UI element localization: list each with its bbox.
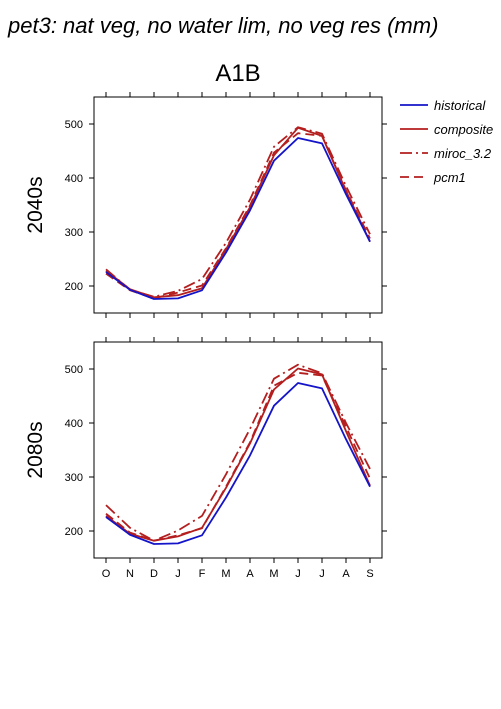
panel-2080s-ylabel: 2080s — [24, 421, 47, 478]
series-line-pcm1 — [105, 371, 371, 542]
y-tick-label: 500 — [65, 364, 83, 376]
x-tick-label: J — [175, 568, 181, 580]
legend-label: pcm1 — [433, 170, 466, 185]
scenario-title: A1B — [215, 60, 260, 87]
panel-2040s-frame — [93, 96, 383, 314]
y-tick-label: 300 — [65, 227, 83, 239]
x-tick-label: J — [319, 568, 325, 580]
x-tick-label: M — [221, 568, 230, 580]
panel-2080s: 2080s 200 300 400 500 — [24, 337, 387, 563]
legend: historical composite miroc_3.2 pcm1 — [400, 98, 493, 185]
x-tick-label: D — [150, 568, 158, 580]
y-tick-label: 200 — [65, 281, 83, 293]
series-line-pcm1 — [105, 132, 371, 300]
x-tick-label: A — [246, 568, 254, 580]
x-tick-label: J — [295, 568, 301, 580]
legend-label: miroc_3.2 — [434, 146, 492, 161]
series-line-miroc-3-2 — [105, 363, 371, 542]
x-tick-label: F — [199, 568, 206, 580]
y-tick-label: 200 — [65, 526, 83, 538]
panel-2040s-ylabel: 2040s — [24, 176, 47, 233]
y-tick-label: 400 — [65, 418, 83, 430]
x-tick-label: S — [366, 568, 373, 580]
panel-2080s-frame — [93, 341, 383, 559]
x-tick-label: O — [102, 568, 111, 580]
x-tick-label: N — [126, 568, 134, 580]
page-title: pet3: nat veg, no water lim, no veg res … — [7, 13, 438, 38]
series-line-historical — [105, 382, 371, 545]
series-line-historical — [105, 137, 371, 300]
y-tick-label: 500 — [65, 119, 83, 131]
y-tick-label: 300 — [65, 472, 83, 484]
series-line-miroc-3-2 — [105, 126, 371, 298]
x-tick-label: A — [342, 568, 350, 580]
legend-label: historical — [434, 98, 486, 113]
panel-2040s: 2040s 200 300 400 500 — [24, 92, 387, 318]
x-tick-label: M — [269, 568, 278, 580]
y-tick-label: 400 — [65, 173, 83, 185]
legend-label: composite — [434, 122, 493, 137]
